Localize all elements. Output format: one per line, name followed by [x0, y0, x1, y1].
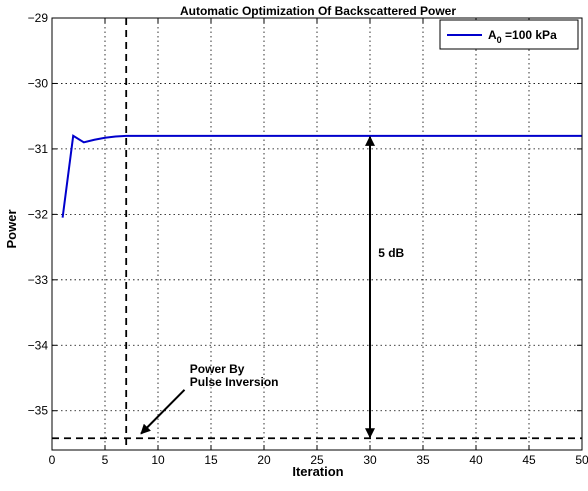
pulse-inversion-arrow [140, 389, 186, 435]
y-tick-label: −33 [28, 273, 49, 287]
y-tick-label: −32 [28, 207, 49, 221]
legend: A0 =100 kPa [439, 19, 579, 50]
chart-title: Automatic Optimization Of Backscattered … [180, 4, 456, 18]
x-axis-title: Iteration [292, 464, 343, 479]
pulse-inversion-label-line2: Pulse Inversion [190, 375, 279, 389]
x-tick-label: 25 [310, 453, 324, 467]
x-tick-label: 50 [575, 453, 588, 467]
x-tick-label: 15 [204, 453, 218, 467]
grid-lines [52, 18, 582, 450]
reference-lines [52, 18, 582, 450]
x-tick-label: 20 [257, 453, 271, 467]
x-tick-label: 10 [151, 453, 165, 467]
pulse-inversion-label-line1: Power By [190, 362, 245, 376]
y-tick-label: −34 [28, 338, 49, 352]
db-annotation-label: 5 dB [378, 246, 404, 260]
axis-ticks: 0 5 10 15 20 25 30 35 40 45 50 −35 −34 −33 −32 −31 −30 −2… [28, 11, 588, 467]
series-line [61, 134, 582, 218]
y-axis-title: Power [4, 209, 19, 248]
x-tick-label: 35 [416, 453, 430, 467]
x-tick-label: 40 [469, 453, 483, 467]
x-tick-label: 30 [363, 453, 377, 467]
y-tick-label: −35 [28, 404, 49, 418]
legend-entry-rest: =100 kPa [502, 28, 557, 42]
annotations: 5 dB Power By Pulse Inversion [140, 135, 405, 439]
y-tick-label: −31 [28, 142, 49, 156]
series-layer [61, 134, 582, 218]
legend-entry-subscript: 0 [497, 35, 502, 45]
x-tick-label: 5 [102, 453, 109, 467]
y-tick-label: −30 [28, 76, 49, 90]
y-tick-label: −29 [28, 11, 49, 25]
x-tick-label: 45 [522, 453, 536, 467]
legend-entry-main: A [488, 28, 497, 42]
x-tick-label: 0 [49, 453, 56, 467]
legend-entry: A0 =100 kPa [488, 28, 557, 45]
